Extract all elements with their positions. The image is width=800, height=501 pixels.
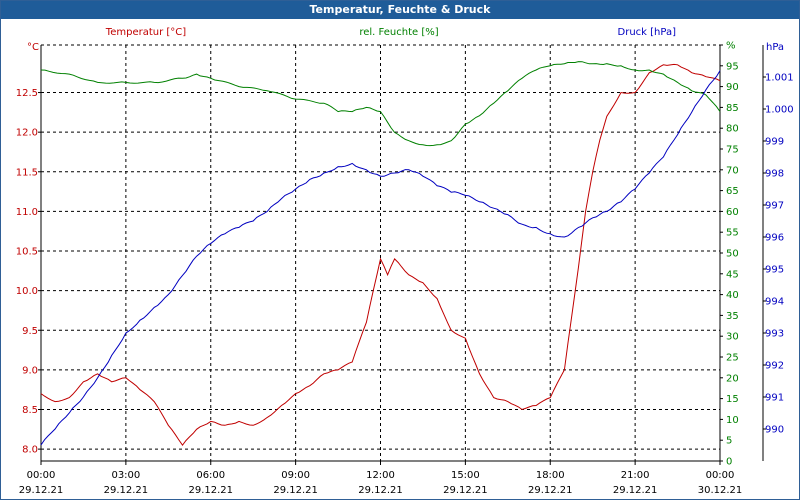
pressure-tick-label: 996 [765, 233, 784, 244]
humidity-tick-label: 0 [726, 457, 732, 468]
humidity-tick-label: % [726, 41, 736, 52]
temperature-tick-label: 9.5 [22, 326, 38, 337]
humidity-tick-label: 55 [726, 228, 739, 239]
pressure-tick-label: 1.000 [765, 105, 794, 116]
humidity-tick-label: 35 [726, 311, 739, 322]
temperature-tick-label: 10.0 [16, 286, 38, 297]
x-tick-date-label: 29.12.21 [104, 485, 149, 496]
temperature-tick-label: 11.5 [16, 167, 38, 178]
x-tick-time-label: 15:00 [451, 470, 480, 481]
humidity-tick-label: 45 [726, 269, 739, 280]
temperature-tick-label: 9.0 [22, 365, 38, 376]
x-tick-date-label: 29.12.21 [188, 485, 233, 496]
temperature-tick-label: 12.0 [16, 128, 38, 139]
humidity-tick-label: 70 [726, 165, 739, 176]
humidity-tick-label: 5 [726, 436, 732, 447]
window-title: Temperatur, Feuchte & Druck [1, 1, 799, 19]
x-tick-time-label: 18:00 [536, 470, 565, 481]
pressure-unit-label: hPa [766, 42, 784, 53]
temperature-unit-label: °C [27, 42, 39, 53]
x-tick-date-label: 29.12.21 [528, 485, 573, 496]
pressure-tick-label: 990 [765, 425, 784, 436]
humidity-tick-label: 75 [726, 145, 739, 156]
humidity-tick-label: 20 [726, 373, 739, 384]
x-tick-time-label: 12:00 [366, 470, 395, 481]
humidity-tick-label: 50 [726, 249, 739, 260]
humidity-tick-label: 60 [726, 207, 739, 218]
humidity-tick-label: 85 [726, 103, 739, 114]
pressure-tick-label: 1.001 [765, 73, 794, 84]
pressure-tick-label: 998 [765, 169, 784, 180]
x-tick-date-label: 29.12.21 [443, 485, 488, 496]
pressure-tick-label: 991 [765, 393, 784, 404]
humidity-tick-label: 90 [726, 82, 739, 93]
x-tick-date-label: 29.12.21 [613, 485, 658, 496]
humidity-series-line [40, 61, 721, 147]
temperature-series-line [40, 63, 721, 447]
humidity-header: rel. Feuchte [%] [359, 27, 438, 38]
x-tick-time-label: 03:00 [111, 470, 140, 481]
chart-grid [40, 44, 764, 462]
humidity-tick-label: 80 [726, 124, 739, 135]
x-tick-time-label: 00:00 [27, 470, 56, 481]
pressure-tick-label: 993 [765, 329, 784, 340]
x-tick-date-label: 30.12.21 [698, 485, 743, 496]
pressure-header: Druck [hPa] [618, 27, 677, 38]
pressure-tick-label: 992 [765, 361, 784, 372]
x-tick-time-label: 09:00 [281, 470, 310, 481]
x-tick-date-label: 29.12.21 [358, 485, 403, 496]
temperature-header: Temperatur [°C] [105, 27, 186, 38]
temperature-tick-label: 11.0 [16, 207, 38, 218]
pressure-tick-label: 997 [765, 201, 784, 212]
temperature-tick-label: 8.5 [22, 405, 38, 416]
x-tick-time-label: 21:00 [621, 470, 650, 481]
humidity-tick-label: 95 [726, 61, 739, 72]
chart-series [40, 61, 721, 447]
x-tick-date-label: 29.12.21 [19, 485, 64, 496]
humidity-tick-label: 40 [726, 290, 739, 301]
humidity-tick-label: 15 [726, 394, 739, 405]
axis-ticks: 8.0 8.5 9.0 9.5 10.0 10.5 11.0 11.5 12.0 12.5 0 5 10… [16, 41, 794, 497]
x-tick-time-label: 00:00 [706, 470, 735, 481]
humidity-tick-label: 25 [726, 353, 739, 364]
temperature-tick-label: 12.5 [16, 88, 38, 99]
pressure-tick-label: 994 [765, 297, 784, 308]
humidity-tick-label: 30 [726, 332, 739, 343]
x-tick-time-label: 06:00 [196, 470, 225, 481]
temperature-tick-label: 10.5 [16, 247, 38, 258]
temperature-tick-label: 8.0 [22, 445, 38, 456]
pressure-tick-label: 999 [765, 137, 784, 148]
pressure-series-line [40, 70, 721, 446]
pressure-tick-label: 995 [765, 265, 784, 276]
x-tick-date-label: 29.12.21 [273, 485, 318, 496]
humidity-tick-label: 10 [726, 415, 739, 426]
humidity-tick-label: 65 [726, 186, 739, 197]
